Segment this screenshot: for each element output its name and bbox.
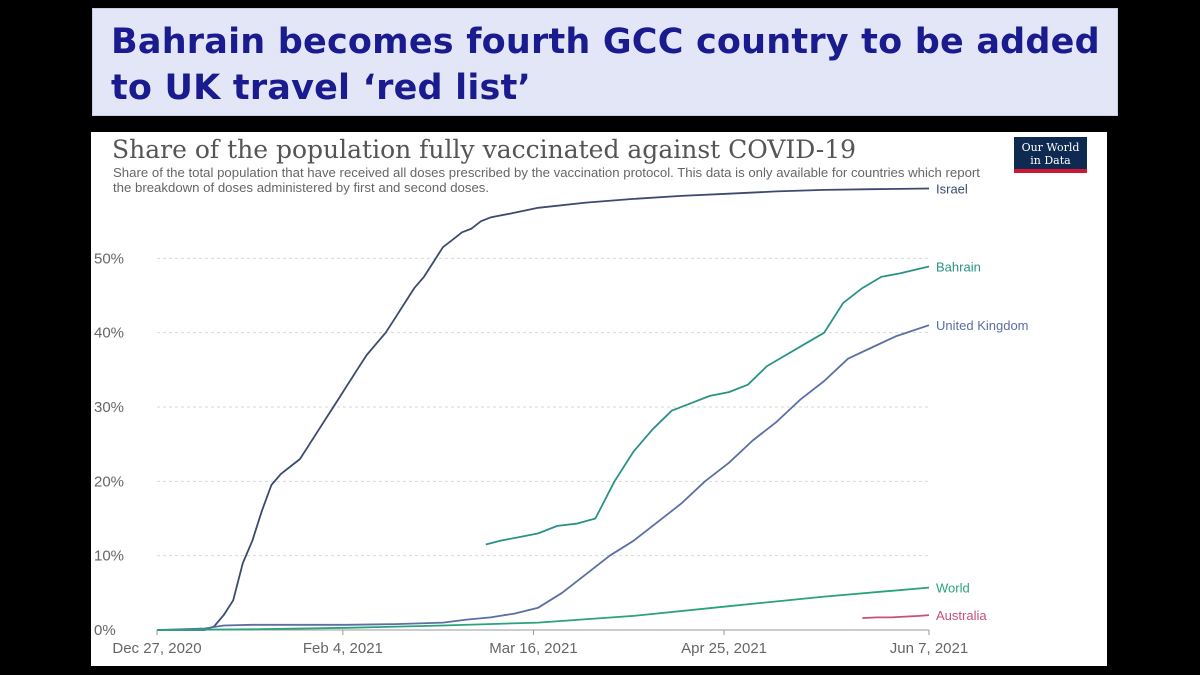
series-line-australia [862,614,930,619]
chart-subtitle: Share of the total population that have … [113,165,980,195]
x-tick-label: Apr 25, 2021 [681,640,767,657]
series-label-bahrain: Bahrain [936,260,981,275]
series-label-australia: Australia [936,608,987,623]
y-tick-label: 10% [94,548,124,565]
series-line-bahrain [485,265,930,546]
series-line-united-kingdom [156,324,930,631]
y-tick-label: 0% [94,622,116,639]
y-tick-label: 30% [94,399,124,416]
series-label-united-kingdom: United Kingdom [936,318,1029,333]
chart-title: Share of the population fully vaccinated… [112,135,857,164]
headline-text: Bahrain becomes fourth GCC country to be… [111,22,1100,108]
y-tick-label: 40% [94,325,124,342]
x-tick-label: Jun 7, 2021 [890,640,968,657]
series-line-israel [157,187,930,631]
owid-logo-line1: Our World [1021,141,1080,154]
x-tick-label: Feb 4, 2021 [303,640,383,657]
x-tick-label: Dec 27, 2020 [112,640,201,657]
chart-panel: Share of the population fully vaccinated… [91,132,1107,666]
owid-logo[interactable]: Our World in Data [1014,137,1087,173]
x-tick-label: Mar 16, 2021 [489,640,577,657]
y-tick-label: 50% [94,250,124,267]
y-tick-label: 20% [94,473,124,490]
line-chart: 0% 10% 20% 30% 40% 50% Dec 27, 2020 Feb 4, 2021… [94,181,1029,657]
series-label-world: World [936,581,970,596]
owid-logo-line2: in Data [1030,154,1071,167]
headline-banner: Bahrain becomes fourth GCC country to be… [92,8,1118,116]
series-line-world [156,586,930,631]
series-label-israel: Israel [936,181,968,196]
